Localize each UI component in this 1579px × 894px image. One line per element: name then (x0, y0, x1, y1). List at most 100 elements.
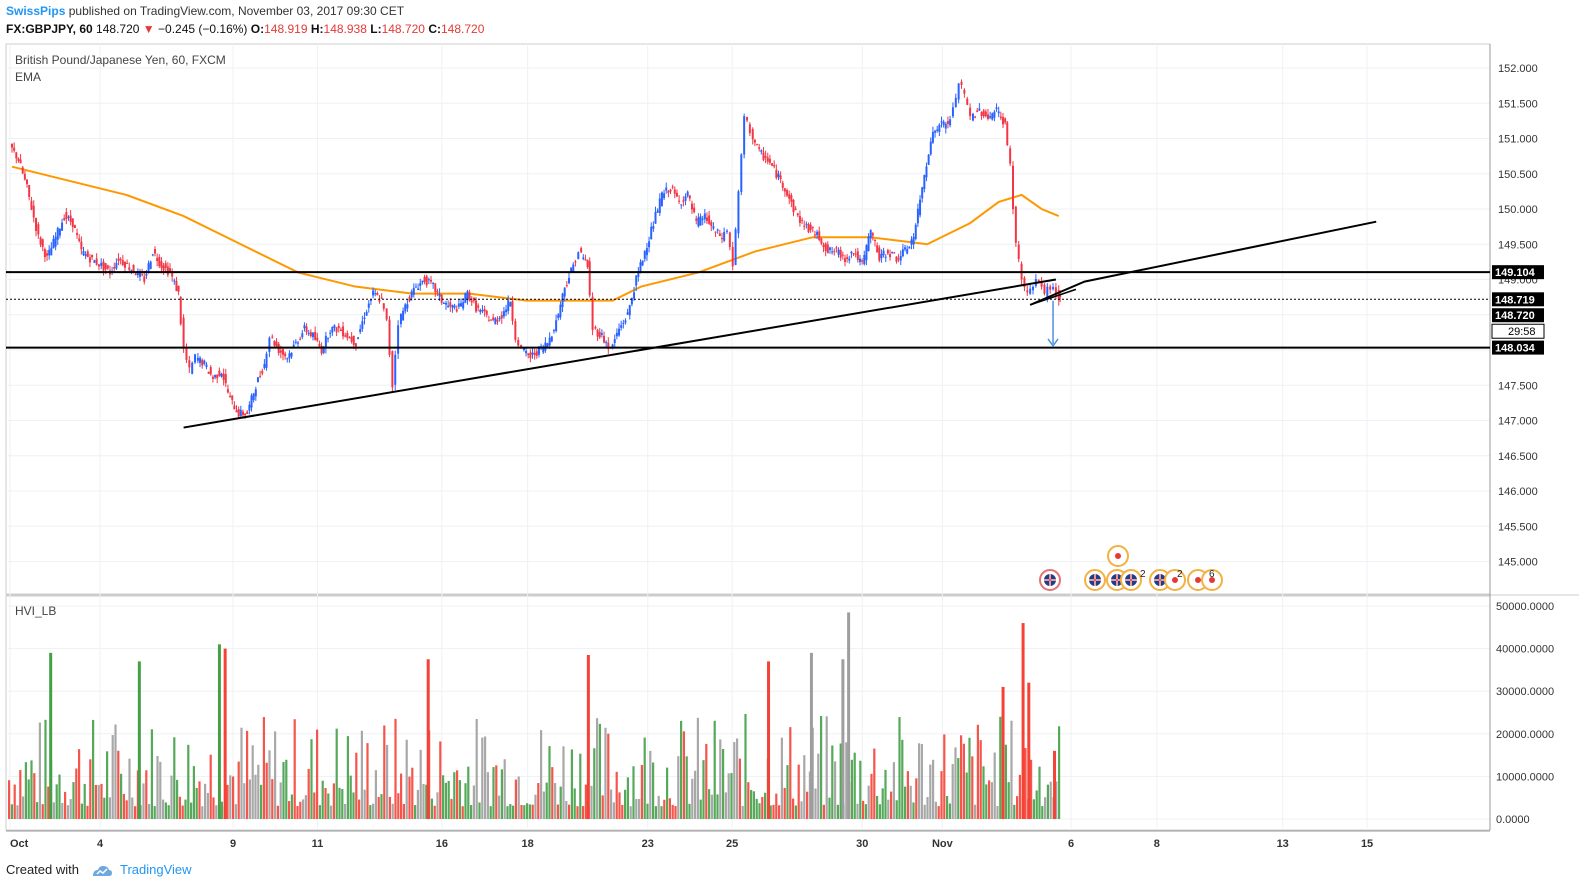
candle-body (271, 336, 274, 338)
candle-body (464, 293, 467, 303)
author-name[interactable]: SwissPips (6, 4, 66, 18)
volume-bar (114, 724, 117, 819)
volume-bar (24, 762, 27, 819)
candle-body (669, 189, 672, 192)
volume-bar (1016, 796, 1019, 819)
candle-body (388, 319, 391, 355)
candle-body (191, 362, 194, 374)
candle-body (365, 312, 368, 316)
candle-body (901, 249, 904, 257)
volume-bar (512, 805, 515, 819)
volume-bar (586, 654, 590, 819)
symbol-quote-line: FX:GBPJPY, 60 148.720 ▼ −0.245 (−0.16%) … (6, 22, 484, 36)
volume-bar (923, 804, 926, 819)
volume-bar (69, 799, 72, 819)
candle-body (76, 232, 79, 235)
candle-body (509, 302, 512, 307)
volume-bar (358, 799, 361, 819)
candle-body (106, 265, 109, 269)
candle-body (720, 238, 723, 240)
candle-body (500, 315, 503, 319)
candle-body (322, 347, 325, 353)
x-tick-label: 25 (726, 838, 738, 850)
volume-bar (360, 730, 363, 819)
candle-body (960, 81, 963, 85)
volume-bar (206, 792, 209, 819)
ascending-trendline[interactable] (183, 278, 1057, 429)
volume-bar (632, 766, 635, 819)
candle-body (299, 338, 302, 340)
candle-body (93, 260, 96, 263)
candle-body (570, 267, 573, 273)
candle-body (65, 211, 68, 219)
uk-flag-icon[interactable] (1084, 569, 1106, 591)
candle-body (13, 147, 16, 151)
volume-bar (330, 805, 333, 819)
volume-bar (825, 716, 828, 819)
volume-bar (19, 770, 22, 819)
footer: Created with TradingView (6, 862, 192, 878)
tradingview-link[interactable]: TradingView (120, 862, 192, 877)
candle-body (899, 256, 902, 261)
volume-bar (601, 795, 604, 819)
volume-bar (741, 805, 744, 819)
candle-body (490, 319, 493, 321)
candle-body (561, 293, 564, 307)
volume-bar (528, 804, 531, 819)
volume-bar (660, 806, 663, 819)
price-level-tag (1492, 292, 1544, 307)
candle-body (481, 309, 484, 312)
lower-wedge-line[interactable] (1029, 288, 1077, 306)
projection-arrowhead[interactable] (1047, 338, 1059, 348)
uk-flag-icon[interactable] (1039, 569, 1061, 591)
candle-body (756, 144, 759, 146)
volume-bar (128, 758, 131, 819)
volume-bar (232, 776, 235, 819)
volume-bar (713, 720, 716, 819)
candle-body (555, 320, 558, 331)
volume-bar (615, 771, 618, 819)
volume-bar (436, 792, 439, 819)
event-dot-icon[interactable] (1164, 569, 1186, 591)
volume-bar (243, 783, 246, 819)
candle-body (708, 215, 711, 224)
event-dot-icon[interactable] (1107, 545, 1129, 567)
volume-pane-title: HVI_LB (15, 604, 56, 618)
candle-body (544, 342, 547, 351)
volume-bar (722, 748, 725, 819)
volume-bar (489, 806, 492, 819)
candle-body (884, 256, 887, 258)
volume-bar (694, 770, 697, 819)
volume-bar (1035, 790, 1038, 819)
candle-body (723, 231, 726, 241)
event-dot-icon[interactable] (1201, 569, 1223, 591)
candle-body (966, 98, 969, 105)
candle-body (613, 339, 616, 344)
volume-bar (859, 760, 862, 819)
publish-info: SwissPips published on TradingView.com, … (6, 4, 404, 18)
uk-flag-icon[interactable] (1120, 569, 1142, 591)
candle-body (164, 263, 167, 268)
volume-bar (458, 780, 461, 819)
economic-events[interactable] (1039, 545, 1223, 591)
volume-bar (44, 719, 47, 819)
upper-trendline[interactable] (1029, 220, 1377, 306)
volume-bar (943, 734, 946, 819)
volume-bar (853, 752, 856, 819)
candle-body (624, 320, 627, 323)
uk-flag-icon[interactable] (1149, 569, 1171, 591)
volume-bar (841, 659, 845, 819)
candle-body (605, 341, 608, 344)
candle-body (78, 238, 81, 242)
volume-bar (36, 802, 39, 819)
candle-body (680, 204, 683, 206)
volume-bar (562, 746, 565, 819)
candle-body (121, 260, 124, 265)
candle-body (97, 264, 100, 267)
volume-bar (1053, 750, 1057, 819)
volume-bar (873, 748, 876, 819)
price-pane[interactable] (5, 43, 1491, 595)
candle-body (301, 333, 304, 338)
volume-bar (271, 779, 274, 819)
